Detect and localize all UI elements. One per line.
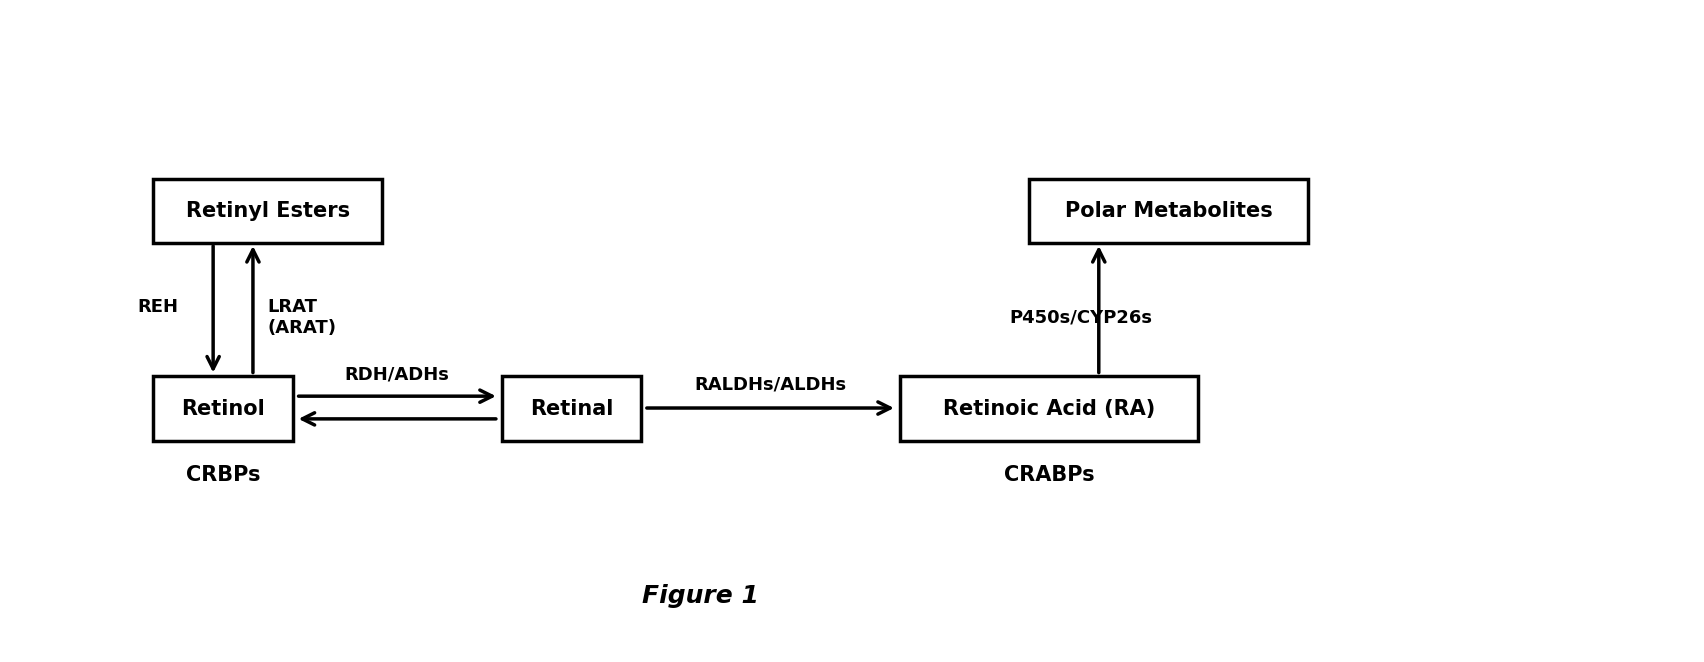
Text: CRBPs: CRBPs xyxy=(186,465,261,485)
Text: Figure 1: Figure 1 xyxy=(642,585,760,608)
Text: CRABPs: CRABPs xyxy=(1004,465,1094,485)
FancyBboxPatch shape xyxy=(501,377,641,441)
Text: Polar Metabolites: Polar Metabolites xyxy=(1065,201,1273,221)
FancyBboxPatch shape xyxy=(900,377,1198,441)
Text: RALDHs/ALDHs: RALDHs/ALDHs xyxy=(694,375,847,393)
Text: P450s/CYP26s: P450s/CYP26s xyxy=(1009,308,1152,326)
Text: LRAT
(ARAT): LRAT (ARAT) xyxy=(268,298,337,336)
Text: RDH/ADHs: RDH/ADHs xyxy=(344,365,450,383)
FancyBboxPatch shape xyxy=(1029,179,1307,243)
FancyBboxPatch shape xyxy=(153,179,382,243)
Text: REH: REH xyxy=(138,299,179,316)
Text: Retinyl Esters: Retinyl Esters xyxy=(186,201,349,221)
Text: Retinal: Retinal xyxy=(530,399,613,418)
FancyBboxPatch shape xyxy=(153,377,293,441)
Text: Retinoic Acid (RA): Retinoic Acid (RA) xyxy=(942,399,1155,418)
Text: Retinol: Retinol xyxy=(181,399,264,418)
